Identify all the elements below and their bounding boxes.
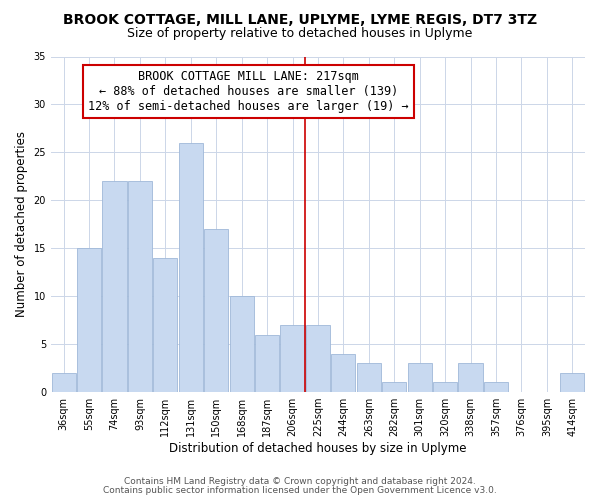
Text: Contains HM Land Registry data © Crown copyright and database right 2024.: Contains HM Land Registry data © Crown c… — [124, 477, 476, 486]
Bar — [280, 325, 305, 392]
Bar — [153, 258, 178, 392]
Bar — [560, 373, 584, 392]
Text: Size of property relative to detached houses in Uplyme: Size of property relative to detached ho… — [127, 28, 473, 40]
Bar — [52, 373, 76, 392]
Bar — [230, 296, 254, 392]
Bar — [433, 382, 457, 392]
Bar — [357, 364, 381, 392]
Bar — [458, 364, 482, 392]
Bar — [255, 334, 279, 392]
Y-axis label: Number of detached properties: Number of detached properties — [15, 132, 28, 318]
Text: BROOK COTTAGE MILL LANE: 217sqm
← 88% of detached houses are smaller (139)
12% o: BROOK COTTAGE MILL LANE: 217sqm ← 88% of… — [88, 70, 409, 113]
Bar — [103, 181, 127, 392]
Text: Contains public sector information licensed under the Open Government Licence v3: Contains public sector information licen… — [103, 486, 497, 495]
Bar — [331, 354, 355, 392]
Bar — [407, 364, 432, 392]
Bar — [306, 325, 330, 392]
Bar — [204, 229, 229, 392]
X-axis label: Distribution of detached houses by size in Uplyme: Distribution of detached houses by size … — [169, 442, 467, 455]
Text: BROOK COTTAGE, MILL LANE, UPLYME, LYME REGIS, DT7 3TZ: BROOK COTTAGE, MILL LANE, UPLYME, LYME R… — [63, 12, 537, 26]
Bar — [382, 382, 406, 392]
Bar — [128, 181, 152, 392]
Bar — [77, 248, 101, 392]
Bar — [484, 382, 508, 392]
Bar — [179, 143, 203, 392]
